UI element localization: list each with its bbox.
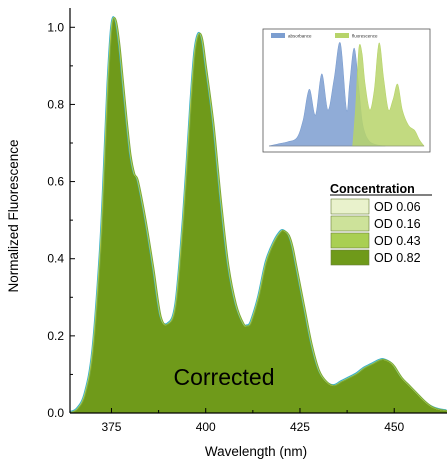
- legend-swatch: [330, 249, 370, 266]
- x-tick-label: 400: [196, 420, 216, 434]
- y-tick-label: 0.8: [47, 97, 64, 111]
- legend-entry-label: OD 0.43: [374, 234, 421, 248]
- legend-swatch: [330, 215, 370, 232]
- series-outline: [70, 17, 447, 414]
- y-tick-label: 0.2: [47, 329, 64, 343]
- y-tick-label: 1.0: [47, 20, 64, 34]
- x-tick-label: 450: [384, 420, 404, 434]
- y-axis-label: Normalized Fluorescence: [6, 139, 21, 292]
- inset-legend-swatch: [271, 33, 285, 38]
- legend-swatch: [330, 198, 370, 215]
- plot-area: [69, 16, 447, 414]
- series-area-od-0.82: [70, 18, 447, 414]
- corrected-annotation: Corrected: [174, 364, 275, 390]
- legend-entry-label: OD 0.16: [374, 217, 421, 231]
- y-tick-label: 0.4: [47, 252, 64, 266]
- legend-entry-label: OD 0.06: [374, 200, 421, 214]
- legend-title: Concentration: [330, 182, 415, 196]
- legend: Concentration OD 0.06 OD 0.16 OD 0.43 OD 0.…: [330, 182, 432, 266]
- axis-ticks: 0.0 0.2 0.4 0.6 0.8 1.0 375 400 425 450: [47, 8, 447, 434]
- x-tick-label: 375: [101, 420, 121, 434]
- legend-swatch: [330, 232, 370, 249]
- x-axis-label: Wavelength (nm): [205, 444, 307, 459]
- legend-entry-label: OD 0.82: [374, 251, 421, 265]
- inset-legend-label: fluorescence: [352, 34, 378, 39]
- inset-chart: absorbance fluorescence: [262, 28, 431, 153]
- y-tick-label: 0.6: [47, 175, 64, 189]
- inset-legend-swatch: [335, 33, 349, 38]
- inset-legend-label: absorbance: [288, 34, 312, 39]
- inset-series-fluorescence: [352, 42, 425, 147]
- x-tick-label: 425: [290, 420, 310, 434]
- y-tick-label: 0.0: [47, 406, 64, 420]
